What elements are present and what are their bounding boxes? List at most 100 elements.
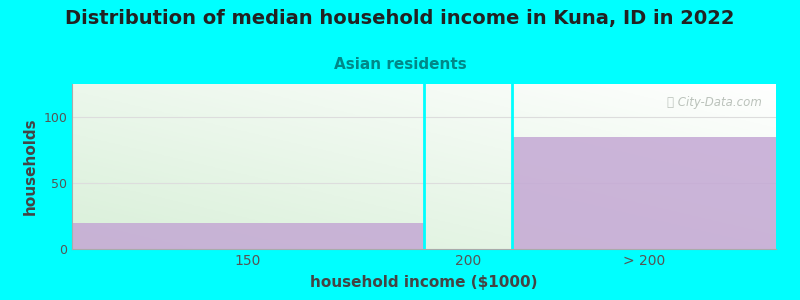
- Bar: [72, 112, 776, 113]
- Bar: [72, 117, 776, 118]
- Bar: [72, 151, 776, 152]
- Bar: [72, 207, 776, 208]
- Bar: [72, 144, 776, 145]
- Bar: [72, 86, 776, 87]
- Bar: [72, 168, 776, 169]
- Bar: [72, 246, 776, 247]
- Bar: [72, 143, 776, 144]
- Bar: [72, 133, 776, 134]
- Bar: [72, 161, 776, 162]
- Bar: [72, 230, 776, 231]
- Bar: [72, 84, 776, 85]
- Bar: [72, 224, 776, 225]
- Bar: [72, 170, 776, 171]
- Bar: [72, 241, 776, 242]
- Bar: [72, 88, 776, 89]
- Bar: [72, 208, 776, 209]
- Bar: [72, 188, 776, 189]
- Bar: [72, 119, 776, 120]
- Bar: [72, 116, 776, 117]
- Bar: [72, 197, 776, 198]
- Bar: [72, 105, 776, 106]
- Bar: [72, 107, 776, 108]
- Bar: [72, 126, 776, 127]
- Bar: [72, 182, 776, 183]
- Bar: [72, 132, 776, 133]
- Bar: [72, 99, 776, 100]
- Bar: [72, 190, 776, 191]
- Bar: [72, 223, 776, 224]
- Bar: [512, 137, 776, 249]
- Bar: [72, 149, 776, 150]
- Bar: [72, 155, 776, 156]
- Bar: [72, 228, 776, 229]
- Bar: [72, 225, 776, 226]
- Text: Ⓢ City-Data.com: Ⓢ City-Data.com: [667, 95, 762, 109]
- Bar: [72, 134, 776, 135]
- Bar: [72, 213, 776, 214]
- Bar: [72, 140, 776, 141]
- Bar: [72, 204, 776, 205]
- Bar: [72, 178, 776, 179]
- Bar: [72, 100, 776, 101]
- Bar: [72, 102, 776, 103]
- Bar: [72, 233, 776, 234]
- Bar: [72, 177, 776, 178]
- Bar: [72, 136, 776, 137]
- Bar: [72, 121, 776, 122]
- Bar: [72, 158, 776, 159]
- Bar: [72, 204, 776, 205]
- Bar: [72, 172, 776, 173]
- Bar: [72, 87, 776, 88]
- Bar: [72, 139, 776, 140]
- Bar: [72, 217, 776, 218]
- Bar: [72, 163, 776, 164]
- Bar: [72, 111, 776, 112]
- Bar: [72, 106, 776, 107]
- Bar: [72, 96, 776, 97]
- Bar: [72, 159, 776, 160]
- Bar: [72, 131, 776, 132]
- Bar: [72, 184, 776, 185]
- Bar: [72, 185, 776, 186]
- Bar: [72, 244, 776, 245]
- Bar: [72, 165, 776, 166]
- Bar: [72, 209, 776, 210]
- Text: Distribution of median household income in Kuna, ID in 2022: Distribution of median household income …: [66, 9, 734, 28]
- Bar: [72, 93, 776, 94]
- Bar: [72, 199, 776, 200]
- X-axis label: household income ($1000): household income ($1000): [310, 275, 538, 290]
- Bar: [72, 162, 776, 163]
- Bar: [72, 232, 776, 233]
- Bar: [72, 156, 776, 157]
- Bar: [72, 201, 776, 202]
- Bar: [72, 167, 776, 168]
- Bar: [72, 218, 776, 219]
- Bar: [72, 145, 776, 146]
- Bar: [72, 130, 776, 131]
- Bar: [72, 216, 776, 217]
- Bar: [72, 226, 776, 227]
- Bar: [72, 195, 776, 196]
- Bar: [72, 198, 776, 199]
- Bar: [72, 89, 776, 90]
- Bar: [72, 175, 776, 176]
- Bar: [72, 181, 776, 182]
- Bar: [72, 192, 776, 193]
- Bar: [72, 238, 776, 239]
- Bar: [72, 219, 776, 220]
- Bar: [72, 97, 776, 98]
- Bar: [72, 236, 776, 237]
- Bar: [72, 173, 776, 174]
- Bar: [72, 122, 776, 123]
- Bar: [72, 157, 776, 158]
- Bar: [72, 90, 776, 91]
- Bar: [72, 91, 776, 92]
- Bar: [72, 189, 776, 190]
- Bar: [72, 150, 776, 151]
- Bar: [72, 193, 776, 194]
- Bar: [72, 220, 776, 221]
- Bar: [72, 164, 776, 165]
- Bar: [72, 200, 776, 201]
- Bar: [72, 174, 776, 175]
